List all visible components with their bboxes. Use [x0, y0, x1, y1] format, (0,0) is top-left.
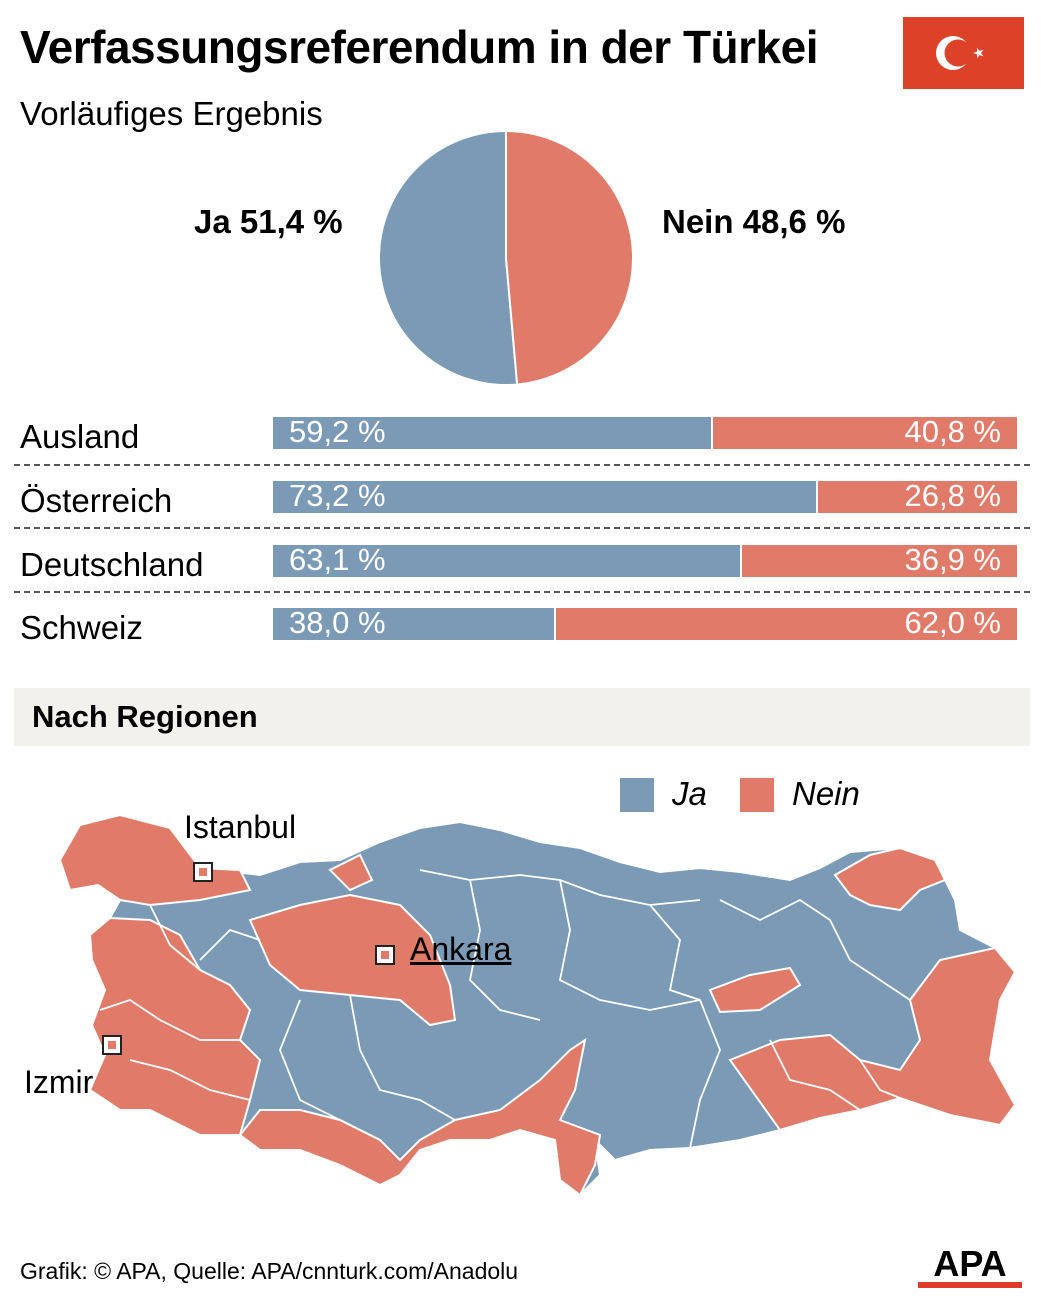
legend-swatch-ja — [620, 778, 654, 812]
region-thrace-nein — [58, 813, 252, 907]
bar-nein: 62,0 % — [555, 605, 1017, 640]
bar-label: Schweiz — [20, 609, 143, 646]
legend-label-ja: Ja — [672, 775, 707, 812]
bar-value-nein: 36,9 % — [904, 542, 1001, 577]
bar-value-ja: 73,2 % — [289, 478, 386, 513]
istanbul-marker — [193, 862, 213, 882]
bar-row-ausland: Ausland 59,2 % 40,8 % — [0, 407, 1041, 471]
city-label-ankara: Ankara — [410, 931, 512, 967]
city-label-istanbul: Istanbul — [184, 809, 297, 845]
section-title: Nach Regionen — [32, 699, 258, 734]
row-divider — [14, 527, 1030, 529]
bar-nein: 36,9 % — [742, 542, 1017, 577]
turkish-flag-icon — [903, 17, 1024, 89]
region-ankara-nein — [248, 893, 457, 1027]
logo-text: APA — [933, 1244, 1006, 1284]
bar-value-nein: 62,0 % — [904, 605, 1001, 640]
bar-label: Österreich — [20, 482, 173, 519]
bar-value-nein: 26,8 % — [904, 478, 1001, 513]
pie-label-ja: Ja 51,4 % — [194, 203, 343, 240]
region-central-east-nein — [708, 966, 802, 1014]
bar-nein: 26,8 % — [817, 478, 1017, 513]
bar-ja: 59,2 % — [273, 414, 714, 449]
map-province-borders — [99, 869, 911, 1149]
bar-label: Ausland — [20, 418, 140, 455]
bar-track: 63,1 % 36,9 % — [273, 542, 1017, 577]
bar-label: Deutschland — [20, 546, 204, 583]
bar-row-schweiz: Schweiz 38,0 % 62,0 % — [0, 598, 1041, 662]
section-header: Nach Regionen — [14, 688, 1030, 746]
bar-ja: 63,1 % — [273, 542, 743, 577]
bar-row-deutschland: Deutschland 63,1 % 36,9 % — [0, 535, 1041, 599]
page-subtitle: Vorläufiges Ergebnis — [20, 95, 323, 132]
pie-label-nein: Nein 48,6 % — [662, 203, 846, 240]
bar-value-ja: 38,0 % — [289, 605, 386, 640]
bar-ja: 38,0 % — [273, 605, 556, 640]
region-southeast-nein — [728, 946, 1017, 1132]
page-title: Verfassungsreferendum in der Türkei — [20, 21, 819, 73]
bar-value-nein: 40,8 % — [904, 414, 1001, 449]
row-divider — [14, 464, 1030, 466]
bar-ja: 73,2 % — [273, 478, 818, 513]
izmir-marker — [102, 1035, 122, 1055]
region-black-sea-nein — [328, 853, 374, 892]
pie-slice-ja — [378, 129, 519, 386]
region-northeast-nein — [833, 846, 947, 912]
pie-chart — [378, 129, 634, 386]
bar-track: 73,2 % 26,8 % — [273, 478, 1017, 513]
bar-nein: 40,8 % — [713, 414, 1017, 449]
legend-label-nein: Nein — [792, 775, 860, 812]
bar-track: 38,0 % 62,0 % — [273, 605, 1017, 640]
pie-slice-nein — [505, 129, 634, 386]
source-footer: Grafik: © APA, Quelle: APA/cnnturk.com/A… — [20, 1258, 519, 1284]
row-divider — [14, 591, 1030, 593]
legend-swatch-nein — [740, 778, 774, 812]
bar-track: 59,2 % 40,8 % — [273, 414, 1017, 449]
bar-row-oesterreich: Österreich 73,2 % 26,8 % — [0, 471, 1041, 535]
bar-value-ja: 59,2 % — [289, 414, 386, 449]
ankara-marker — [375, 945, 395, 965]
city-label-izmir: Izmir — [24, 1064, 94, 1100]
apa-logo-icon: APA — [918, 1244, 1022, 1288]
region-south-coast-nein — [238, 1037, 602, 1197]
bar-value-ja: 63,1 % — [289, 542, 386, 577]
